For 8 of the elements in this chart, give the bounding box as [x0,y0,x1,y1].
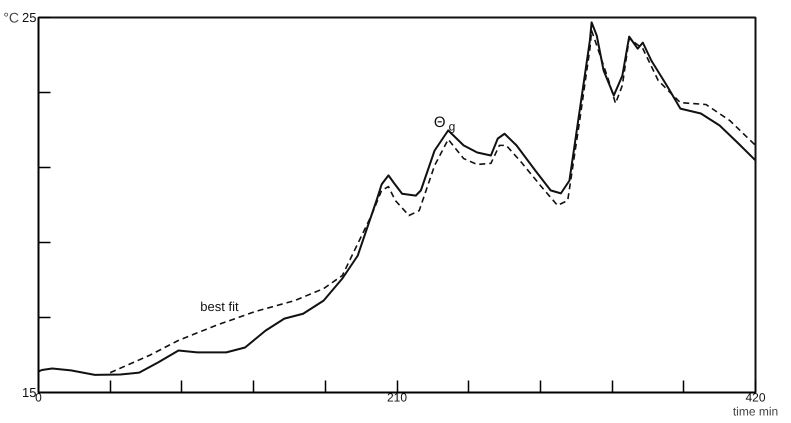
y-tick-label: 15 [22,385,37,400]
y-axis-title: °C [3,10,20,26]
x-tick-label: 210 [386,390,408,404]
y-tick-label: 25 [22,10,37,25]
annotation: best fit [200,298,239,314]
x-tick-label: 420 [745,390,766,404]
x-tick-label: 0 [35,390,42,404]
x-axis-title: time min [732,404,778,418]
